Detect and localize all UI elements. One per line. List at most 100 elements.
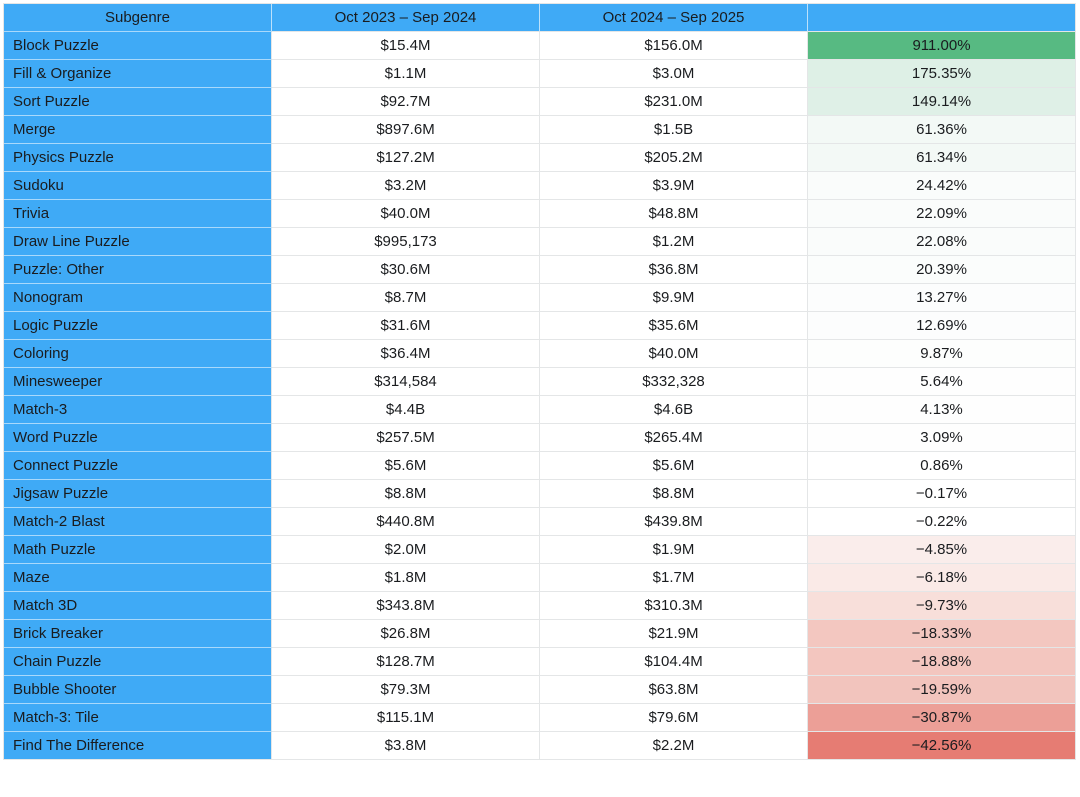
revenue-period1-cell[interactable]: $115.1M [272, 704, 540, 732]
revenue-period2-cell[interactable]: $1.7M [540, 564, 808, 592]
revenue-period2-cell[interactable]: $439.8M [540, 508, 808, 536]
revenue-period1-cell[interactable]: $314,584 [272, 368, 540, 396]
yoy-change-cell[interactable]: −6.18% [808, 564, 1076, 592]
subgenre-label-cell[interactable]: Coloring [4, 340, 272, 368]
revenue-period1-cell[interactable]: $440.8M [272, 508, 540, 536]
revenue-period2-cell[interactable]: $63.8M [540, 676, 808, 704]
revenue-period2-cell[interactable]: $48.8M [540, 200, 808, 228]
yoy-change-cell[interactable]: 13.27% [808, 284, 1076, 312]
subgenre-label-cell[interactable]: Sort Puzzle [4, 88, 272, 116]
yoy-change-cell[interactable]: 911.00% [808, 32, 1076, 60]
revenue-period2-cell[interactable]: $265.4M [540, 424, 808, 452]
column-header-period-oct2024-sep2025[interactable]: Oct 2024 – Sep 2025 [540, 4, 808, 32]
revenue-period1-cell[interactable]: $79.3M [272, 676, 540, 704]
subgenre-label-cell[interactable]: Bubble Shooter [4, 676, 272, 704]
revenue-period2-cell[interactable]: $3.9M [540, 172, 808, 200]
subgenre-label-cell[interactable]: Match-2 Blast [4, 508, 272, 536]
revenue-period1-cell[interactable]: $26.8M [272, 620, 540, 648]
yoy-change-cell[interactable]: −0.22% [808, 508, 1076, 536]
revenue-period2-cell[interactable]: $104.4M [540, 648, 808, 676]
revenue-period2-cell[interactable]: $40.0M [540, 340, 808, 368]
revenue-period1-cell[interactable]: $995,173 [272, 228, 540, 256]
revenue-period1-cell[interactable]: $127.2M [272, 144, 540, 172]
revenue-period1-cell[interactable]: $257.5M [272, 424, 540, 452]
revenue-period2-cell[interactable]: $5.6M [540, 452, 808, 480]
revenue-period1-cell[interactable]: $128.7M [272, 648, 540, 676]
yoy-change-cell[interactable]: −0.17% [808, 480, 1076, 508]
revenue-period2-cell[interactable]: $332,328 [540, 368, 808, 396]
revenue-period1-cell[interactable]: $15.4M [272, 32, 540, 60]
yoy-change-cell[interactable]: 5.64% [808, 368, 1076, 396]
revenue-period1-cell[interactable]: $40.0M [272, 200, 540, 228]
yoy-change-cell[interactable]: −30.87% [808, 704, 1076, 732]
subgenre-label-cell[interactable]: Draw Line Puzzle [4, 228, 272, 256]
subgenre-label-cell[interactable]: Math Puzzle [4, 536, 272, 564]
subgenre-label-cell[interactable]: Match 3D [4, 592, 272, 620]
revenue-period1-cell[interactable]: $92.7M [272, 88, 540, 116]
subgenre-label-cell[interactable]: Minesweeper [4, 368, 272, 396]
revenue-period1-cell[interactable]: $1.1M [272, 60, 540, 88]
revenue-period1-cell[interactable]: $30.6M [272, 256, 540, 284]
revenue-period1-cell[interactable]: $8.7M [272, 284, 540, 312]
yoy-change-cell[interactable]: 61.36% [808, 116, 1076, 144]
subgenre-label-cell[interactable]: Sudoku [4, 172, 272, 200]
yoy-change-cell[interactable]: 22.09% [808, 200, 1076, 228]
yoy-change-cell[interactable]: −18.88% [808, 648, 1076, 676]
revenue-period2-cell[interactable]: $21.9M [540, 620, 808, 648]
subgenre-label-cell[interactable]: Chain Puzzle [4, 648, 272, 676]
revenue-period2-cell[interactable]: $9.9M [540, 284, 808, 312]
yoy-change-cell[interactable]: −4.85% [808, 536, 1076, 564]
revenue-period2-cell[interactable]: $231.0M [540, 88, 808, 116]
revenue-period2-cell[interactable]: $3.0M [540, 60, 808, 88]
yoy-change-cell[interactable]: 3.09% [808, 424, 1076, 452]
column-header-subgenre[interactable]: Subgenre [4, 4, 272, 32]
subgenre-label-cell[interactable]: Block Puzzle [4, 32, 272, 60]
column-header-period-oct2023-sep2024[interactable]: Oct 2023 – Sep 2024 [272, 4, 540, 32]
subgenre-label-cell[interactable]: Trivia [4, 200, 272, 228]
revenue-period1-cell[interactable]: $1.8M [272, 564, 540, 592]
revenue-period1-cell[interactable]: $3.8M [272, 732, 540, 760]
revenue-period2-cell[interactable]: $36.8M [540, 256, 808, 284]
yoy-change-cell[interactable]: 9.87% [808, 340, 1076, 368]
revenue-period1-cell[interactable]: $3.2M [272, 172, 540, 200]
revenue-period2-cell[interactable]: $1.5B [540, 116, 808, 144]
revenue-period2-cell[interactable]: $205.2M [540, 144, 808, 172]
subgenre-label-cell[interactable]: Merge [4, 116, 272, 144]
subgenre-label-cell[interactable]: Fill & Organize [4, 60, 272, 88]
yoy-change-cell[interactable]: −42.56% [808, 732, 1076, 760]
column-header-yoy-change[interactable] [808, 4, 1076, 32]
yoy-change-cell[interactable]: 24.42% [808, 172, 1076, 200]
revenue-period2-cell[interactable]: $35.6M [540, 312, 808, 340]
revenue-period2-cell[interactable]: $1.9M [540, 536, 808, 564]
yoy-change-cell[interactable]: 22.08% [808, 228, 1076, 256]
subgenre-label-cell[interactable]: Connect Puzzle [4, 452, 272, 480]
revenue-period2-cell[interactable]: $310.3M [540, 592, 808, 620]
revenue-period1-cell[interactable]: $4.4B [272, 396, 540, 424]
subgenre-label-cell[interactable]: Match-3: Tile [4, 704, 272, 732]
revenue-period1-cell[interactable]: $31.6M [272, 312, 540, 340]
yoy-change-cell[interactable]: 61.34% [808, 144, 1076, 172]
yoy-change-cell[interactable]: 149.14% [808, 88, 1076, 116]
yoy-change-cell[interactable]: 175.35% [808, 60, 1076, 88]
revenue-period2-cell[interactable]: $156.0M [540, 32, 808, 60]
revenue-period2-cell[interactable]: $1.2M [540, 228, 808, 256]
subgenre-label-cell[interactable]: Word Puzzle [4, 424, 272, 452]
yoy-change-cell[interactable]: 4.13% [808, 396, 1076, 424]
yoy-change-cell[interactable]: −19.59% [808, 676, 1076, 704]
subgenre-label-cell[interactable]: Match-3 [4, 396, 272, 424]
subgenre-label-cell[interactable]: Maze [4, 564, 272, 592]
revenue-period2-cell[interactable]: $4.6B [540, 396, 808, 424]
yoy-change-cell[interactable]: 12.69% [808, 312, 1076, 340]
subgenre-label-cell[interactable]: Nonogram [4, 284, 272, 312]
revenue-period1-cell[interactable]: $36.4M [272, 340, 540, 368]
yoy-change-cell[interactable]: −9.73% [808, 592, 1076, 620]
subgenre-label-cell[interactable]: Jigsaw Puzzle [4, 480, 272, 508]
revenue-period2-cell[interactable]: $79.6M [540, 704, 808, 732]
revenue-period1-cell[interactable]: $8.8M [272, 480, 540, 508]
revenue-period2-cell[interactable]: $8.8M [540, 480, 808, 508]
revenue-period1-cell[interactable]: $5.6M [272, 452, 540, 480]
subgenre-label-cell[interactable]: Brick Breaker [4, 620, 272, 648]
revenue-period1-cell[interactable]: $897.6M [272, 116, 540, 144]
revenue-period1-cell[interactable]: $2.0M [272, 536, 540, 564]
revenue-period1-cell[interactable]: $343.8M [272, 592, 540, 620]
